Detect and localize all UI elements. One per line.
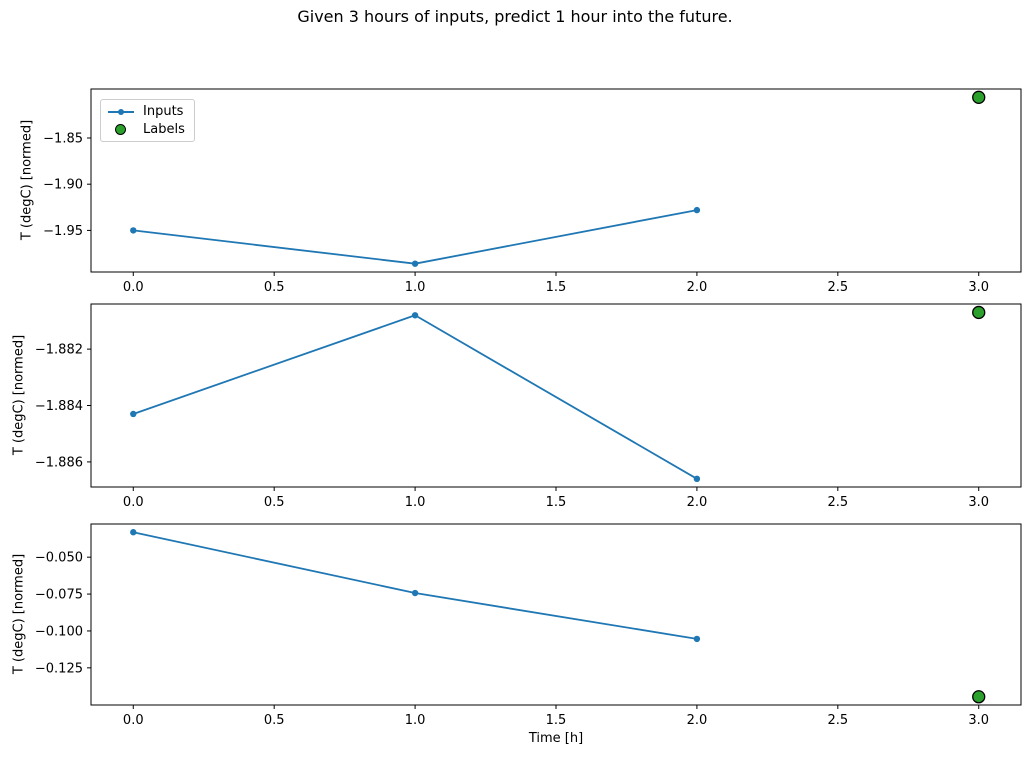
y-tick-label: −1.85 [43, 131, 83, 146]
inputs-marker [411, 589, 419, 597]
y-axis-label-subplot-1: T (degC) [normed] [19, 119, 35, 241]
legend-label-labels: Labels [143, 122, 185, 137]
y-tick-label: −1.884 [35, 399, 83, 414]
x-axis-label: Time [h] [528, 731, 584, 746]
x-tick-label: 0.0 [123, 495, 144, 510]
x-tick-label: 1.5 [546, 495, 567, 510]
inputs-marker [693, 206, 701, 214]
x-tick-label: 1.0 [405, 280, 426, 295]
x-tick-label: 0.0 [123, 713, 144, 728]
inputs-line [133, 531, 698, 640]
x-tick-label: 3.0 [968, 280, 989, 295]
subplot-2: 0.0 0.5 1.0 1.5 2.0 2.5 3.0 −1.882 −1.884 −1.886 [35, 303, 1022, 510]
x-tick-label: 0.0 [123, 280, 144, 295]
legend-label-inputs: Inputs [143, 104, 184, 119]
x-tick-label: 0.5 [264, 713, 285, 728]
legend: Inputs Labels [100, 99, 195, 142]
inputs-marker [130, 227, 137, 234]
labels-circle-icon [115, 124, 126, 135]
axes-spines [90, 88, 1022, 273]
x-tick-label: 2.0 [687, 713, 708, 728]
labels-point [972, 690, 986, 704]
subplot-3: 0.0 0.5 1.0 1.5 2.0 2.5 3.0 −0.050 −0.075 −0.100 −… [35, 523, 1022, 728]
labels-point [972, 90, 986, 104]
x-tick-label: 0.5 [264, 495, 285, 510]
x-tick-label: 2.0 [687, 280, 708, 295]
y-tick-label: −0.100 [35, 624, 83, 639]
x-tick-label: 1.5 [546, 713, 567, 728]
subplot-1: 0.0 0.5 1.0 1.5 2.0 2.5 3.0 −1.85 −1.90 −1.95 [43, 88, 1022, 295]
x-tick-label: 2.5 [827, 713, 848, 728]
x-tick-label: 3.0 [968, 495, 989, 510]
x-tick-label: 1.0 [405, 495, 426, 510]
y-tick-label: −1.886 [35, 455, 83, 470]
labels-point [972, 305, 986, 320]
inputs-marker [693, 635, 701, 643]
y-axis-label-subplot-3: T (degC) [normed] [11, 553, 27, 675]
inputs-line [133, 209, 698, 265]
axes-spines [90, 523, 1022, 706]
inputs-line-marker-icon [108, 104, 134, 119]
legend-item-labels: Labels [108, 122, 185, 137]
inputs-marker [130, 529, 137, 536]
x-tick-label: 1.5 [546, 280, 567, 295]
y-axis-label-subplot-2: T (degC) [normed] [11, 334, 27, 456]
x-tick-label: 1.0 [405, 713, 426, 728]
y-tick-label: −0.075 [35, 588, 83, 603]
y-tick-label: −1.90 [43, 178, 83, 193]
y-tick-label: −0.050 [35, 551, 83, 566]
inputs-marker [130, 410, 137, 418]
x-tick-label: 0.5 [264, 280, 285, 295]
x-tick-label: 2.5 [827, 495, 848, 510]
y-tick-label: −0.125 [35, 661, 83, 676]
legend-item-inputs: Inputs [108, 104, 185, 119]
x-tick-label: 3.0 [968, 713, 989, 728]
figure-title: Given 3 hours of inputs, predict 1 hour … [297, 7, 733, 26]
inputs-marker [693, 475, 701, 483]
x-tick-label: 2.0 [687, 495, 708, 510]
inputs-dot-icon [118, 108, 124, 115]
axes-spines [90, 303, 1022, 488]
inputs-line [132, 314, 698, 480]
inputs-marker [411, 312, 419, 319]
inputs-marker [411, 260, 419, 267]
x-tick-label: 2.5 [827, 280, 848, 295]
y-tick-label: −1.95 [43, 224, 83, 239]
y-tick-label: −1.882 [35, 343, 83, 358]
